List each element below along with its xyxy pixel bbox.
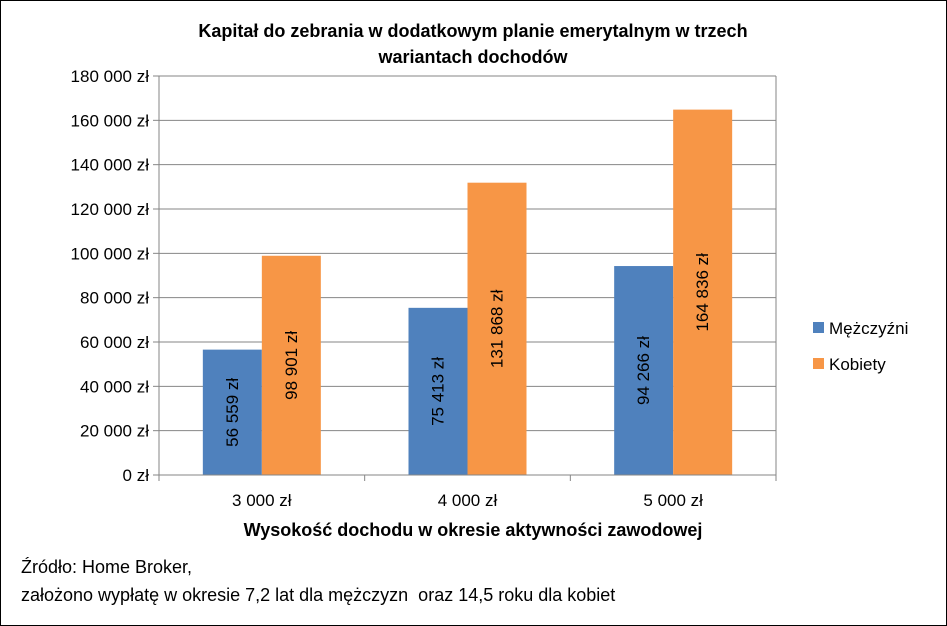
y-tick-label: 0 zł — [123, 466, 150, 485]
x-tick-label: 4 000 zł — [438, 491, 498, 510]
data-label: 56 559 zł — [223, 378, 242, 447]
bar — [614, 266, 674, 475]
bar — [467, 182, 527, 475]
y-tick-label: 160 000 zł — [71, 111, 150, 130]
bar-chart: Kapitał do zebrania w dodatkowym planie … — [71, 21, 909, 540]
chart-title-line-2: wariantach dochodów — [377, 47, 568, 67]
data-label: 98 901 zł — [282, 331, 301, 400]
chart-title-line-1: Kapitał do zebrania w dodatkowym planie … — [198, 21, 747, 41]
bar — [408, 307, 468, 475]
x-axis-title: Wysokość dochodu w okresie aktywności za… — [244, 520, 703, 540]
bar — [202, 349, 262, 475]
legend-swatch — [813, 358, 824, 369]
y-tick-label: 120 000 zł — [71, 200, 150, 219]
legend-label: Mężczyźni — [829, 319, 908, 338]
y-tick-label: 40 000 zł — [80, 377, 149, 396]
data-label: 75 413 zł — [429, 357, 448, 426]
legend-label: Kobiety — [829, 355, 886, 374]
y-tick-label: 140 000 zł — [71, 156, 150, 175]
y-tick-label: 80 000 zł — [80, 289, 149, 308]
data-label: 131 868 zł — [488, 289, 507, 368]
assumption-note: założono wypłatę w okresie 7,2 lat dla m… — [21, 585, 616, 605]
source-note: Źródło: Home Broker, — [21, 557, 193, 577]
legend-swatch — [813, 322, 824, 333]
x-tick-label: 3 000 zł — [232, 491, 292, 510]
y-tick-label: 60 000 zł — [80, 333, 149, 352]
data-label: 164 836 zł — [693, 253, 712, 332]
data-label: 94 266 zł — [634, 336, 653, 405]
x-tick-label: 5 000 zł — [643, 491, 703, 510]
bar — [673, 109, 733, 476]
y-tick-label: 100 000 zł — [71, 244, 150, 263]
bar — [261, 255, 321, 475]
y-tick-label: 180 000 zł — [71, 67, 150, 86]
y-tick-label: 20 000 zł — [80, 422, 149, 441]
